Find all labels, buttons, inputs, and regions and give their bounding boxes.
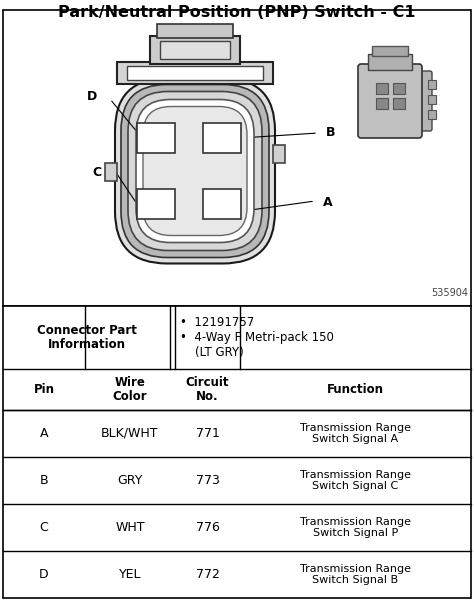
Text: 772: 772	[196, 568, 219, 581]
FancyBboxPatch shape	[115, 79, 275, 263]
Text: B: B	[40, 474, 48, 487]
Bar	[127, 66, 263, 79]
Text: GRY: GRY	[117, 474, 143, 487]
Text: Transmission Range
Switch Signal B: Transmission Range Switch Signal B	[300, 564, 411, 585]
FancyBboxPatch shape	[414, 71, 432, 131]
Bar	[203, 123, 241, 153]
FancyBboxPatch shape	[121, 85, 269, 257]
Bar	[376, 98, 388, 109]
Text: 535904: 535904	[431, 288, 468, 298]
Bar	[372, 46, 408, 56]
Bar	[376, 83, 388, 94]
Text: D: D	[87, 91, 97, 103]
Text: D: D	[39, 568, 49, 581]
Text: Transmission Range
Switch Signal A: Transmission Range Switch Signal A	[300, 423, 411, 444]
Bar	[368, 54, 412, 70]
Text: A: A	[40, 427, 48, 440]
Bar	[3, 306, 471, 598]
Bar	[157, 23, 233, 37]
Text: A: A	[323, 197, 333, 210]
Bar	[160, 40, 230, 58]
Text: 771: 771	[196, 427, 219, 440]
Bar	[393, 98, 405, 109]
Text: 773: 773	[196, 474, 219, 487]
Bar	[117, 61, 273, 84]
FancyBboxPatch shape	[136, 100, 254, 242]
Text: BLK/WHT: BLK/WHT	[101, 427, 159, 440]
Bar	[203, 189, 241, 219]
Bar	[428, 95, 436, 104]
Text: Wire
Color: Wire Color	[113, 376, 147, 403]
Text: YEL: YEL	[119, 568, 141, 581]
Bar	[137, 189, 175, 219]
Text: B: B	[326, 126, 336, 139]
Bar	[150, 35, 240, 64]
Bar	[273, 145, 285, 163]
Bar	[137, 123, 175, 153]
Bar	[3, 10, 471, 306]
FancyBboxPatch shape	[143, 106, 247, 236]
Text: 776: 776	[196, 521, 219, 534]
Text: WHT: WHT	[115, 521, 145, 534]
Bar	[428, 80, 436, 89]
Bar	[428, 110, 436, 119]
Bar	[105, 163, 117, 181]
Text: Pin: Pin	[34, 383, 55, 396]
Text: C: C	[40, 521, 48, 534]
Text: Function: Function	[327, 383, 384, 396]
Text: •  12191757
•  4-Way F Metri-pack 150
    (LT GRY): • 12191757 • 4-Way F Metri-pack 150 (LT …	[180, 316, 334, 359]
Text: Connector Part
Information: Connector Part Information	[36, 323, 137, 352]
Text: C: C	[93, 166, 102, 180]
Text: Transmission Range
Switch Signal P: Transmission Range Switch Signal P	[300, 517, 411, 538]
FancyBboxPatch shape	[358, 64, 422, 138]
Text: Park/Neutral Position (PNP) Switch - C1: Park/Neutral Position (PNP) Switch - C1	[58, 5, 416, 20]
Bar	[393, 83, 405, 94]
FancyBboxPatch shape	[128, 91, 262, 251]
Text: Transmission Range
Switch Signal C: Transmission Range Switch Signal C	[300, 470, 411, 491]
Text: Circuit
No.: Circuit No.	[186, 376, 229, 403]
